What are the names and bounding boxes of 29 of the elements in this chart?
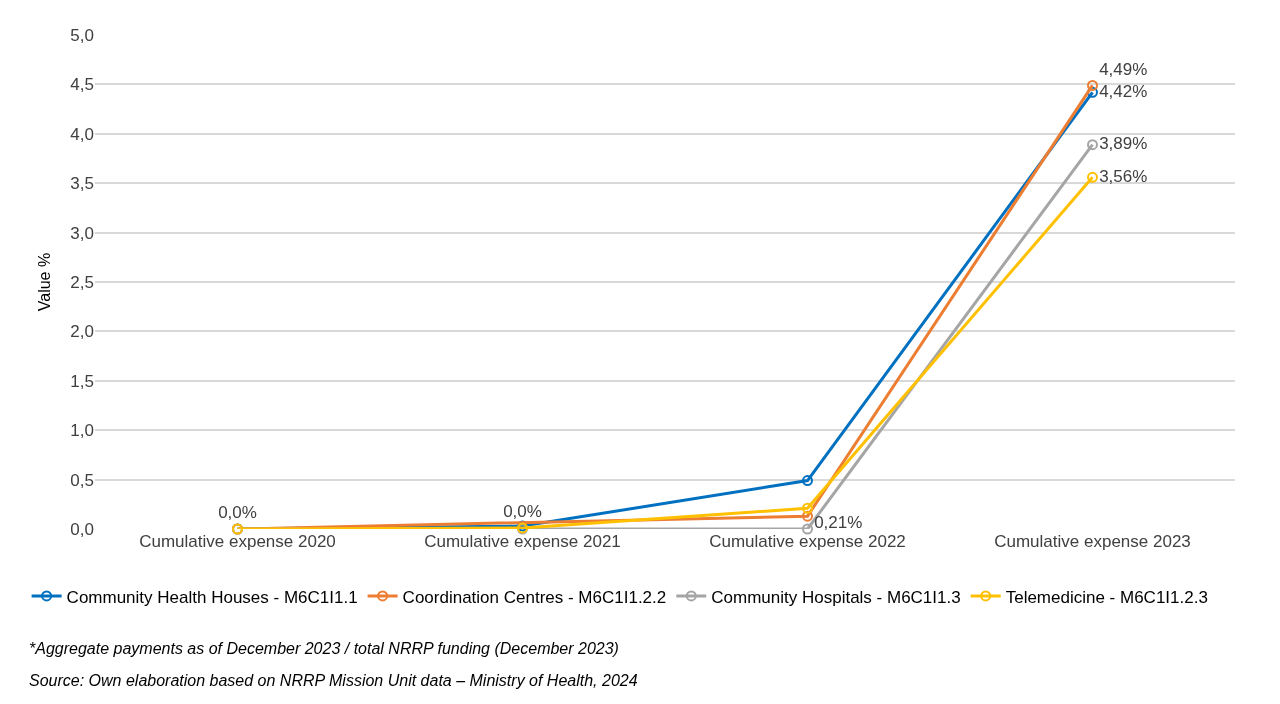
data-label: 3,56% bbox=[1099, 166, 1148, 186]
y-tick-label: 0,0 bbox=[70, 519, 94, 539]
y-tick-label: 0,5 bbox=[70, 470, 94, 490]
source-note: Source: Own elaboration based on NRRP Mission Unit data – Ministry of Health, 2024 bbox=[29, 672, 638, 689]
x-tick-label: Cumulative expense 2020 bbox=[139, 532, 336, 551]
legend-label: Telemedicine - M6C1I1.2.3 bbox=[1005, 587, 1208, 607]
y-tick-label: 2,5 bbox=[70, 272, 94, 292]
legend-label: Community Health Houses - M6C1I1.1 bbox=[66, 587, 358, 607]
legend-label: Coordination Centres - M6C1I1.2.2 bbox=[402, 587, 667, 607]
data-label: 0,0% bbox=[503, 502, 542, 522]
x-tick-label: Cumulative expense 2021 bbox=[424, 532, 621, 551]
y-tick-label: 2,0 bbox=[70, 322, 94, 342]
data-label: 4,49% bbox=[1099, 59, 1148, 79]
data-label: 4,42% bbox=[1099, 81, 1148, 101]
y-tick-label: 4,5 bbox=[70, 75, 94, 95]
data-label: 0,0% bbox=[218, 503, 257, 523]
y-tick-label: 1,0 bbox=[70, 421, 94, 441]
x-tick-label: Cumulative expense 2023 bbox=[994, 532, 1191, 551]
data-label: 3,89% bbox=[1099, 133, 1148, 153]
y-tick-label: 3,0 bbox=[70, 223, 94, 243]
x-tick-label: Cumulative expense 2022 bbox=[709, 532, 906, 551]
y-tick-label: 3,5 bbox=[70, 174, 94, 194]
y-axis-title: Value % bbox=[36, 252, 54, 312]
y-tick-label: 4,0 bbox=[70, 124, 94, 144]
data-label: 0,21% bbox=[814, 512, 863, 532]
y-tick-label: 5,0 bbox=[70, 25, 94, 45]
legend-label: Community Hospitals - M6C1I1.3 bbox=[711, 587, 961, 607]
text: *Aggregate payments as of December 2023 / total NRRP funding (December 2023) bbox=[29, 640, 619, 657]
y-tick-label: 1,5 bbox=[70, 371, 94, 391]
